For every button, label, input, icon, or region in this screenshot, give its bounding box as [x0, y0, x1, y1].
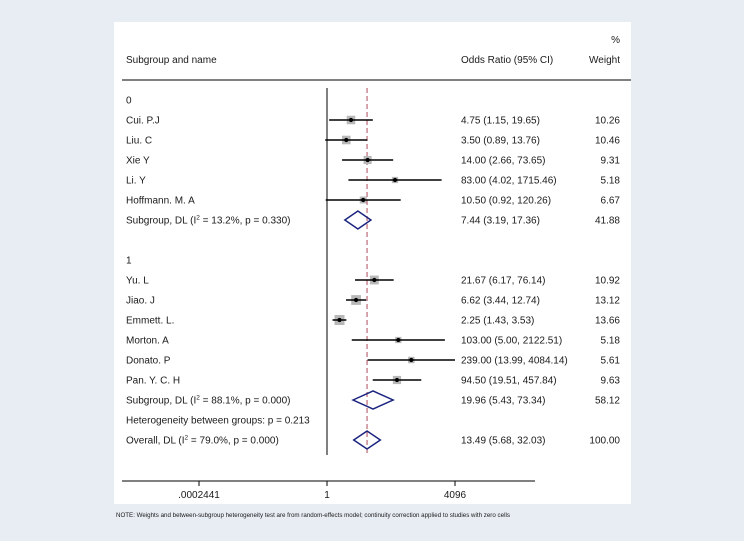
- study-name: Hoffmann. M. A: [126, 196, 195, 207]
- header-weight: Weight: [589, 55, 620, 66]
- overall-label-superscript: 2: [185, 435, 189, 442]
- overall-label-suffix: = 79.0%, p = 0.000): [188, 436, 279, 447]
- study-ci-text: 83.00 (4.02, 1715.46): [461, 176, 557, 187]
- plot-panel: [114, 22, 631, 504]
- study-ci-text: 4.75 (1.15, 19.65): [461, 116, 540, 127]
- subgroup-weight: 41.88: [595, 216, 620, 227]
- study-ci-text: 21.67 (6.17, 76.14): [461, 276, 546, 287]
- subgroup-weight: 58.12: [595, 396, 620, 407]
- subgroup-label: Subgroup, DL (I2 = 13.2%, p = 0.330): [126, 215, 290, 227]
- study-point-estimate: [392, 177, 398, 183]
- study-point-estimate: [344, 137, 349, 143]
- heterogeneity-text: Heterogeneity between groups: p = 0.213: [126, 416, 310, 427]
- study-name: Morton. A: [126, 336, 169, 347]
- study-ci-text: 6.62 (3.44, 12.74): [461, 296, 540, 307]
- study-ci-text: 94.50 (19.51, 457.84): [461, 376, 557, 387]
- header-subgroup-name: Subgroup and name: [126, 55, 217, 66]
- subgroup-label-prefix: Subgroup, DL (I: [126, 396, 196, 407]
- study-ci-text: 10.50 (0.92, 120.26): [461, 196, 551, 207]
- study-point-estimate: [353, 297, 359, 303]
- subgroup-diamond: [351, 390, 395, 410]
- overall-weight: 100.00: [589, 436, 620, 447]
- overall-label-prefix: Overall, DL (I: [126, 436, 185, 447]
- footnote: NOTE: Weights and between-subgroup heter…: [116, 512, 510, 519]
- study-name: Xie Y: [126, 156, 150, 167]
- study-point-estimate: [337, 317, 342, 323]
- study-weight: 9.63: [601, 376, 621, 387]
- subgroup-ci-text: 7.44 (3.19, 17.36): [461, 216, 540, 227]
- study-weight: 10.46: [595, 136, 620, 147]
- subgroup-label: Subgroup, DL (I2 = 88.1%, p = 0.000): [126, 395, 290, 407]
- study-point-estimate: [372, 277, 377, 283]
- study-weight: 13.66: [595, 316, 620, 327]
- subgroup-ci-text: 19.96 (5.43, 73.34): [461, 396, 546, 407]
- study-point-estimate: [361, 197, 366, 203]
- study-name: Li. Y: [126, 176, 146, 187]
- x-axis-tick-label: 1: [324, 490, 330, 501]
- header-percent-sign: %: [611, 35, 620, 46]
- study-name: Liu. C: [126, 136, 152, 147]
- study-weight: 5.61: [601, 356, 621, 367]
- subgroup-diamond: [343, 210, 373, 230]
- study-ci-text: 239.00 (13.99, 4084.14): [461, 356, 568, 367]
- subgroup-label-superscript: 2: [196, 215, 200, 222]
- study-weight: 13.12: [595, 296, 620, 307]
- study-weight: 6.67: [601, 196, 621, 207]
- study-name: Emmett. L.: [126, 316, 174, 327]
- subgroup-label-prefix: Subgroup, DL (I: [126, 216, 196, 227]
- study-name: Pan. Y. C. H: [126, 376, 180, 387]
- study-ci-text: 14.00 (2.66, 73.65): [461, 156, 546, 167]
- x-axis-tick-label: 4096: [444, 490, 467, 501]
- study-weight: 5.18: [601, 336, 621, 347]
- header-odds-ratio: Odds Ratio (95% CI): [461, 55, 553, 66]
- study-weight: 9.31: [601, 156, 621, 167]
- study-point-estimate: [348, 117, 354, 123]
- subgroup-label-suffix: = 88.1%, p = 0.000): [200, 396, 291, 407]
- study-ci-text: 3.50 (0.89, 13.76): [461, 136, 540, 147]
- study-weight: 10.26: [595, 116, 620, 127]
- study-point-estimate: [394, 377, 400, 383]
- subgroup-label-superscript: 2: [196, 395, 200, 402]
- study-weight: 10.92: [595, 276, 620, 287]
- study-point-estimate: [365, 157, 370, 163]
- study-weight: 5.18: [601, 176, 621, 187]
- group-label: 0: [126, 96, 132, 107]
- study-point-estimate: [409, 357, 414, 363]
- study-name: Cui. P.J: [126, 116, 160, 127]
- study-ci-text: 2.25 (1.43, 3.53): [461, 316, 534, 327]
- overall-diamond: [352, 430, 382, 450]
- study-name: Donato. P: [126, 356, 171, 367]
- study-name: Jiao. J: [126, 296, 155, 307]
- overall-ci-text: 13.49 (5.68, 32.03): [461, 436, 546, 447]
- study-ci-text: 103.00 (5.00, 2122.51): [461, 336, 562, 347]
- overall-label: Overall, DL (I2 = 79.0%, p = 0.000): [126, 435, 279, 447]
- group-label: 1: [126, 256, 132, 267]
- x-axis-tick-label: .0002441: [178, 490, 220, 501]
- subgroup-label-suffix: = 13.2%, p = 0.330): [200, 216, 291, 227]
- study-point-estimate: [396, 337, 401, 343]
- study-name: Yu. L: [126, 276, 149, 287]
